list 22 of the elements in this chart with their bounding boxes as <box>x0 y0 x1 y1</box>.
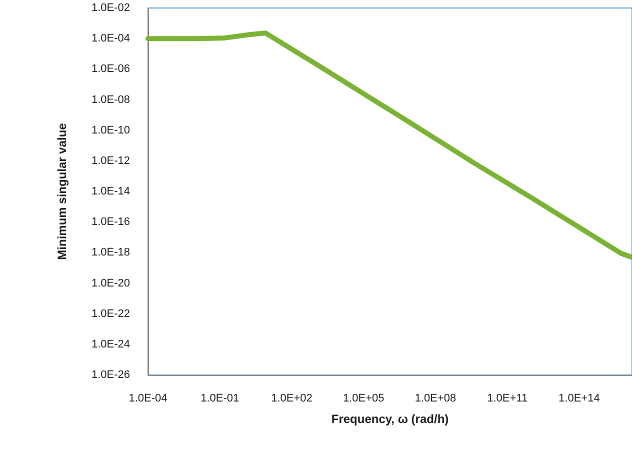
x-tick-label: 1.0E-01 <box>200 392 240 404</box>
y-axis-title: Minimum singular value <box>55 122 69 260</box>
y-tick-label: 1.0E-14 <box>91 186 130 198</box>
x-tick-label: 1.0E-04 <box>128 392 168 404</box>
y-tick-label: 1.0E-16 <box>91 216 130 228</box>
y-tick-label: 1.0E-26 <box>91 369 130 381</box>
x-tick-label: 1.0E+14 <box>558 392 600 404</box>
x-axis-title: Frequency, ω (rad/h) <box>331 412 449 426</box>
x-tick-label: 1.0E+11 <box>487 392 528 404</box>
x-tick-label: 1.0E+08 <box>414 392 456 404</box>
y-tick-label: 1.0E-10 <box>91 124 130 136</box>
y-tick-label: 1.0E-18 <box>91 246 130 259</box>
x-tick-label: 1.0E+02 <box>271 392 312 404</box>
y-tick-label: 1.0E-24 <box>91 338 130 350</box>
y-tick-label: 1.0E-04 <box>91 32 130 45</box>
x-tick-label: 1.0E+05 <box>342 392 384 404</box>
y-tick-label: 1.0E-06 <box>91 63 130 76</box>
y-tick-label: 1.0E-12 <box>91 154 130 167</box>
y-tick-label: 1.0E-02 <box>91 2 130 14</box>
y-tick-label: 1.0E-08 <box>91 94 130 106</box>
y-tick-label: 1.0E-22 <box>91 308 130 320</box>
y-tick-label: 1.0E-20 <box>91 277 130 290</box>
